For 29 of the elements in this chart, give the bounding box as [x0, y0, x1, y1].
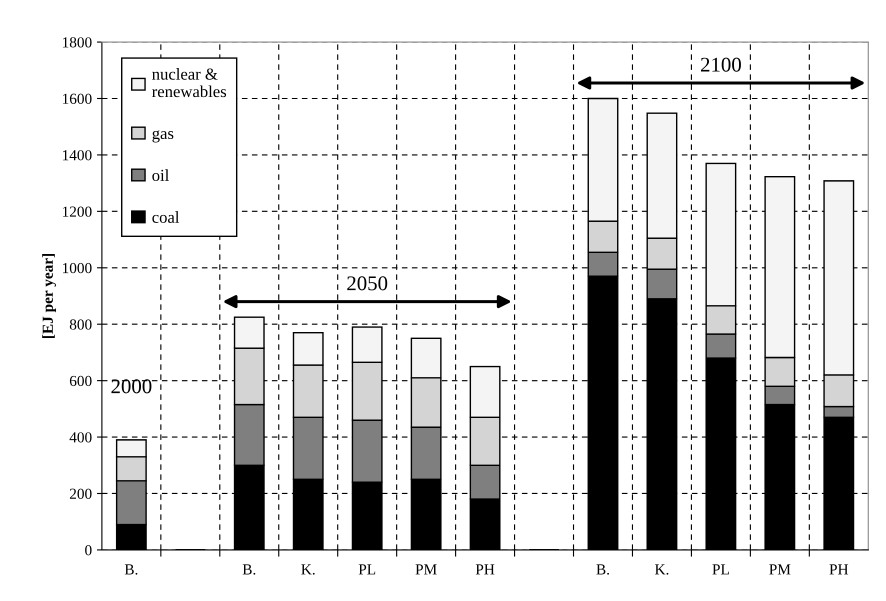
y-tick-label: 1400 — [62, 150, 92, 160]
y-tick-label: 600 — [70, 376, 92, 386]
y-tick-label: 200 — [70, 488, 92, 499]
x-tick-label: B. — [596, 564, 609, 575]
legend-label: coal — [152, 211, 180, 223]
y-tick-label: 1600 — [62, 94, 92, 104]
legend-label: oil — [152, 169, 169, 181]
annotation: 2100 — [700, 58, 741, 72]
y-tick-label: 0 — [85, 545, 92, 556]
y-tick-label: 1000 — [62, 262, 92, 274]
x-tick-label: PH — [829, 564, 848, 574]
y-axis-title: [EJ per year] — [42, 254, 56, 338]
x-tick-label: PH — [476, 564, 494, 574]
y-tick-label: 800 — [70, 319, 92, 330]
annotation: 2000 — [111, 379, 152, 394]
x-tick-label: PM — [416, 564, 437, 574]
x-tick-label: B. — [242, 564, 256, 575]
y-tick-label: 400 — [70, 432, 92, 443]
legend-label: nuclear & renewables — [152, 68, 226, 98]
x-tick-label: PM — [769, 564, 790, 574]
x-tick-label: K. — [301, 564, 315, 575]
y-tick-label: 1800 — [62, 37, 92, 48]
x-tick-label: B. — [124, 564, 138, 575]
legend-label: gas — [152, 130, 174, 142]
y-tick-label: 1200 — [62, 206, 92, 217]
annotation: 2050 — [347, 276, 388, 290]
x-tick-label: PL — [358, 564, 376, 574]
x-tick-label: K. — [654, 564, 668, 575]
x-tick-label: PL — [712, 564, 729, 574]
